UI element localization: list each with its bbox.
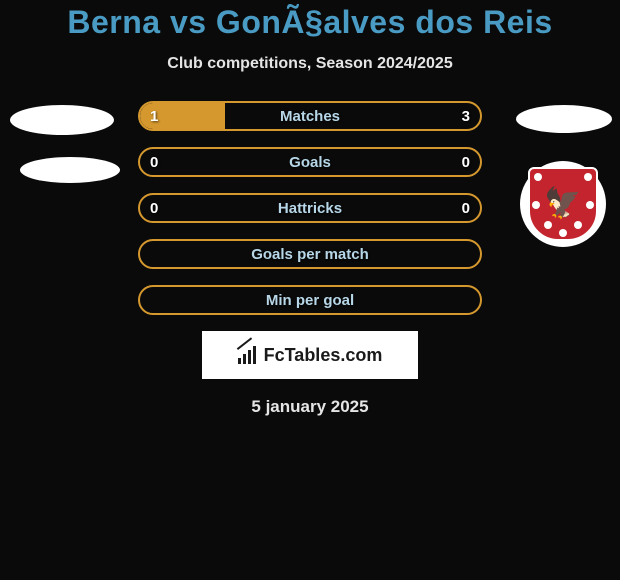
club-badge: 🦅 [520,161,606,247]
chart-icon [238,346,260,364]
stat-bars: 1Matches30Goals00Hattricks0Goals per mat… [138,101,482,315]
branding-text: FcTables.com [264,345,383,366]
stat-row: 0Hattricks0 [138,193,482,223]
stat-row: Min per goal [138,285,482,315]
date-label: 5 january 2025 [0,397,620,417]
club-shield: 🦅 [528,167,598,241]
subtitle: Club competitions, Season 2024/2025 [0,55,620,73]
stat-value-right: 0 [462,154,470,171]
page-title: Berna vs GonÃ§alves dos Reis [0,4,620,41]
player-left-avatar-2 [20,157,120,183]
stat-label: Goals per match [140,246,480,263]
stat-value-right: 0 [462,200,470,217]
player-right-avatar [516,105,612,133]
stat-label: Goals [140,154,480,171]
stat-row: Goals per match [138,239,482,269]
stat-value-right: 3 [462,108,470,125]
stat-row: 1Matches3 [138,101,482,131]
stat-label: Hattricks [140,200,480,217]
stats-area: 🦅 1Matches30Goals00Hattricks0Goals per m… [0,101,620,315]
player-left-avatar-1 [10,105,114,135]
branding: FcTables.com [202,331,418,379]
stat-label: Matches [140,108,480,125]
stat-label: Min per goal [140,292,480,309]
stat-row: 0Goals0 [138,147,482,177]
